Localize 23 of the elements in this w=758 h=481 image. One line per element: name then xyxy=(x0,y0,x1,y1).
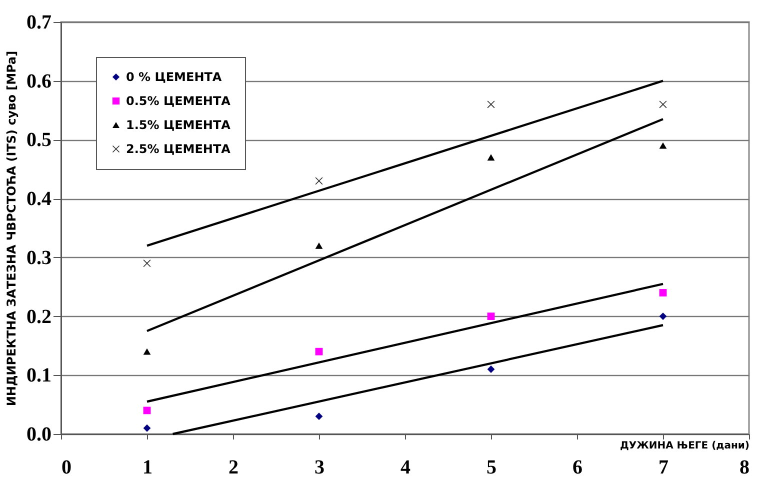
x-tick-label: 0 xyxy=(62,456,72,478)
x-axis-title: ДУЖИНА ЊЕГЕ (дани) xyxy=(620,440,750,452)
legend-label: 0 % ЦЕМЕНТА xyxy=(126,70,222,84)
x-tick-label: 5 xyxy=(486,456,496,478)
legend-label: 1.5% ЦЕМЕНТА xyxy=(126,118,232,132)
y-tick-label: 0.7 xyxy=(26,12,52,34)
legend-label: 0.5% ЦЕМЕНТА xyxy=(126,94,232,108)
y-axis-title: ИНДИРЕКТНА ЗАТЕЗНА ЧВРСТОЋА (ITS) суво [MPa] xyxy=(4,50,18,406)
x-tick-label: 2 xyxy=(228,456,238,478)
y-tick-label: 0.1 xyxy=(26,364,52,387)
x-tick-label: 8 xyxy=(740,456,750,478)
y-tick-label: 0.4 xyxy=(26,188,52,210)
y-tick-label: 0.3 xyxy=(26,246,52,269)
x-tick-label: 4 xyxy=(400,456,410,478)
x-tick-label: 1 xyxy=(142,456,152,478)
x-tick-label: 7 xyxy=(658,456,668,478)
y-tick-label: 0.2 xyxy=(26,306,52,328)
x-tick-label: 3 xyxy=(314,456,324,478)
y-tick-label: 0.5 xyxy=(26,129,52,152)
legend-label: 2.5% ЦЕМЕНТА xyxy=(126,142,232,156)
y-tick-label: 0.0 xyxy=(26,424,52,446)
x-tick-label: 6 xyxy=(572,456,582,478)
y-tick-label: 0.6 xyxy=(26,70,52,92)
